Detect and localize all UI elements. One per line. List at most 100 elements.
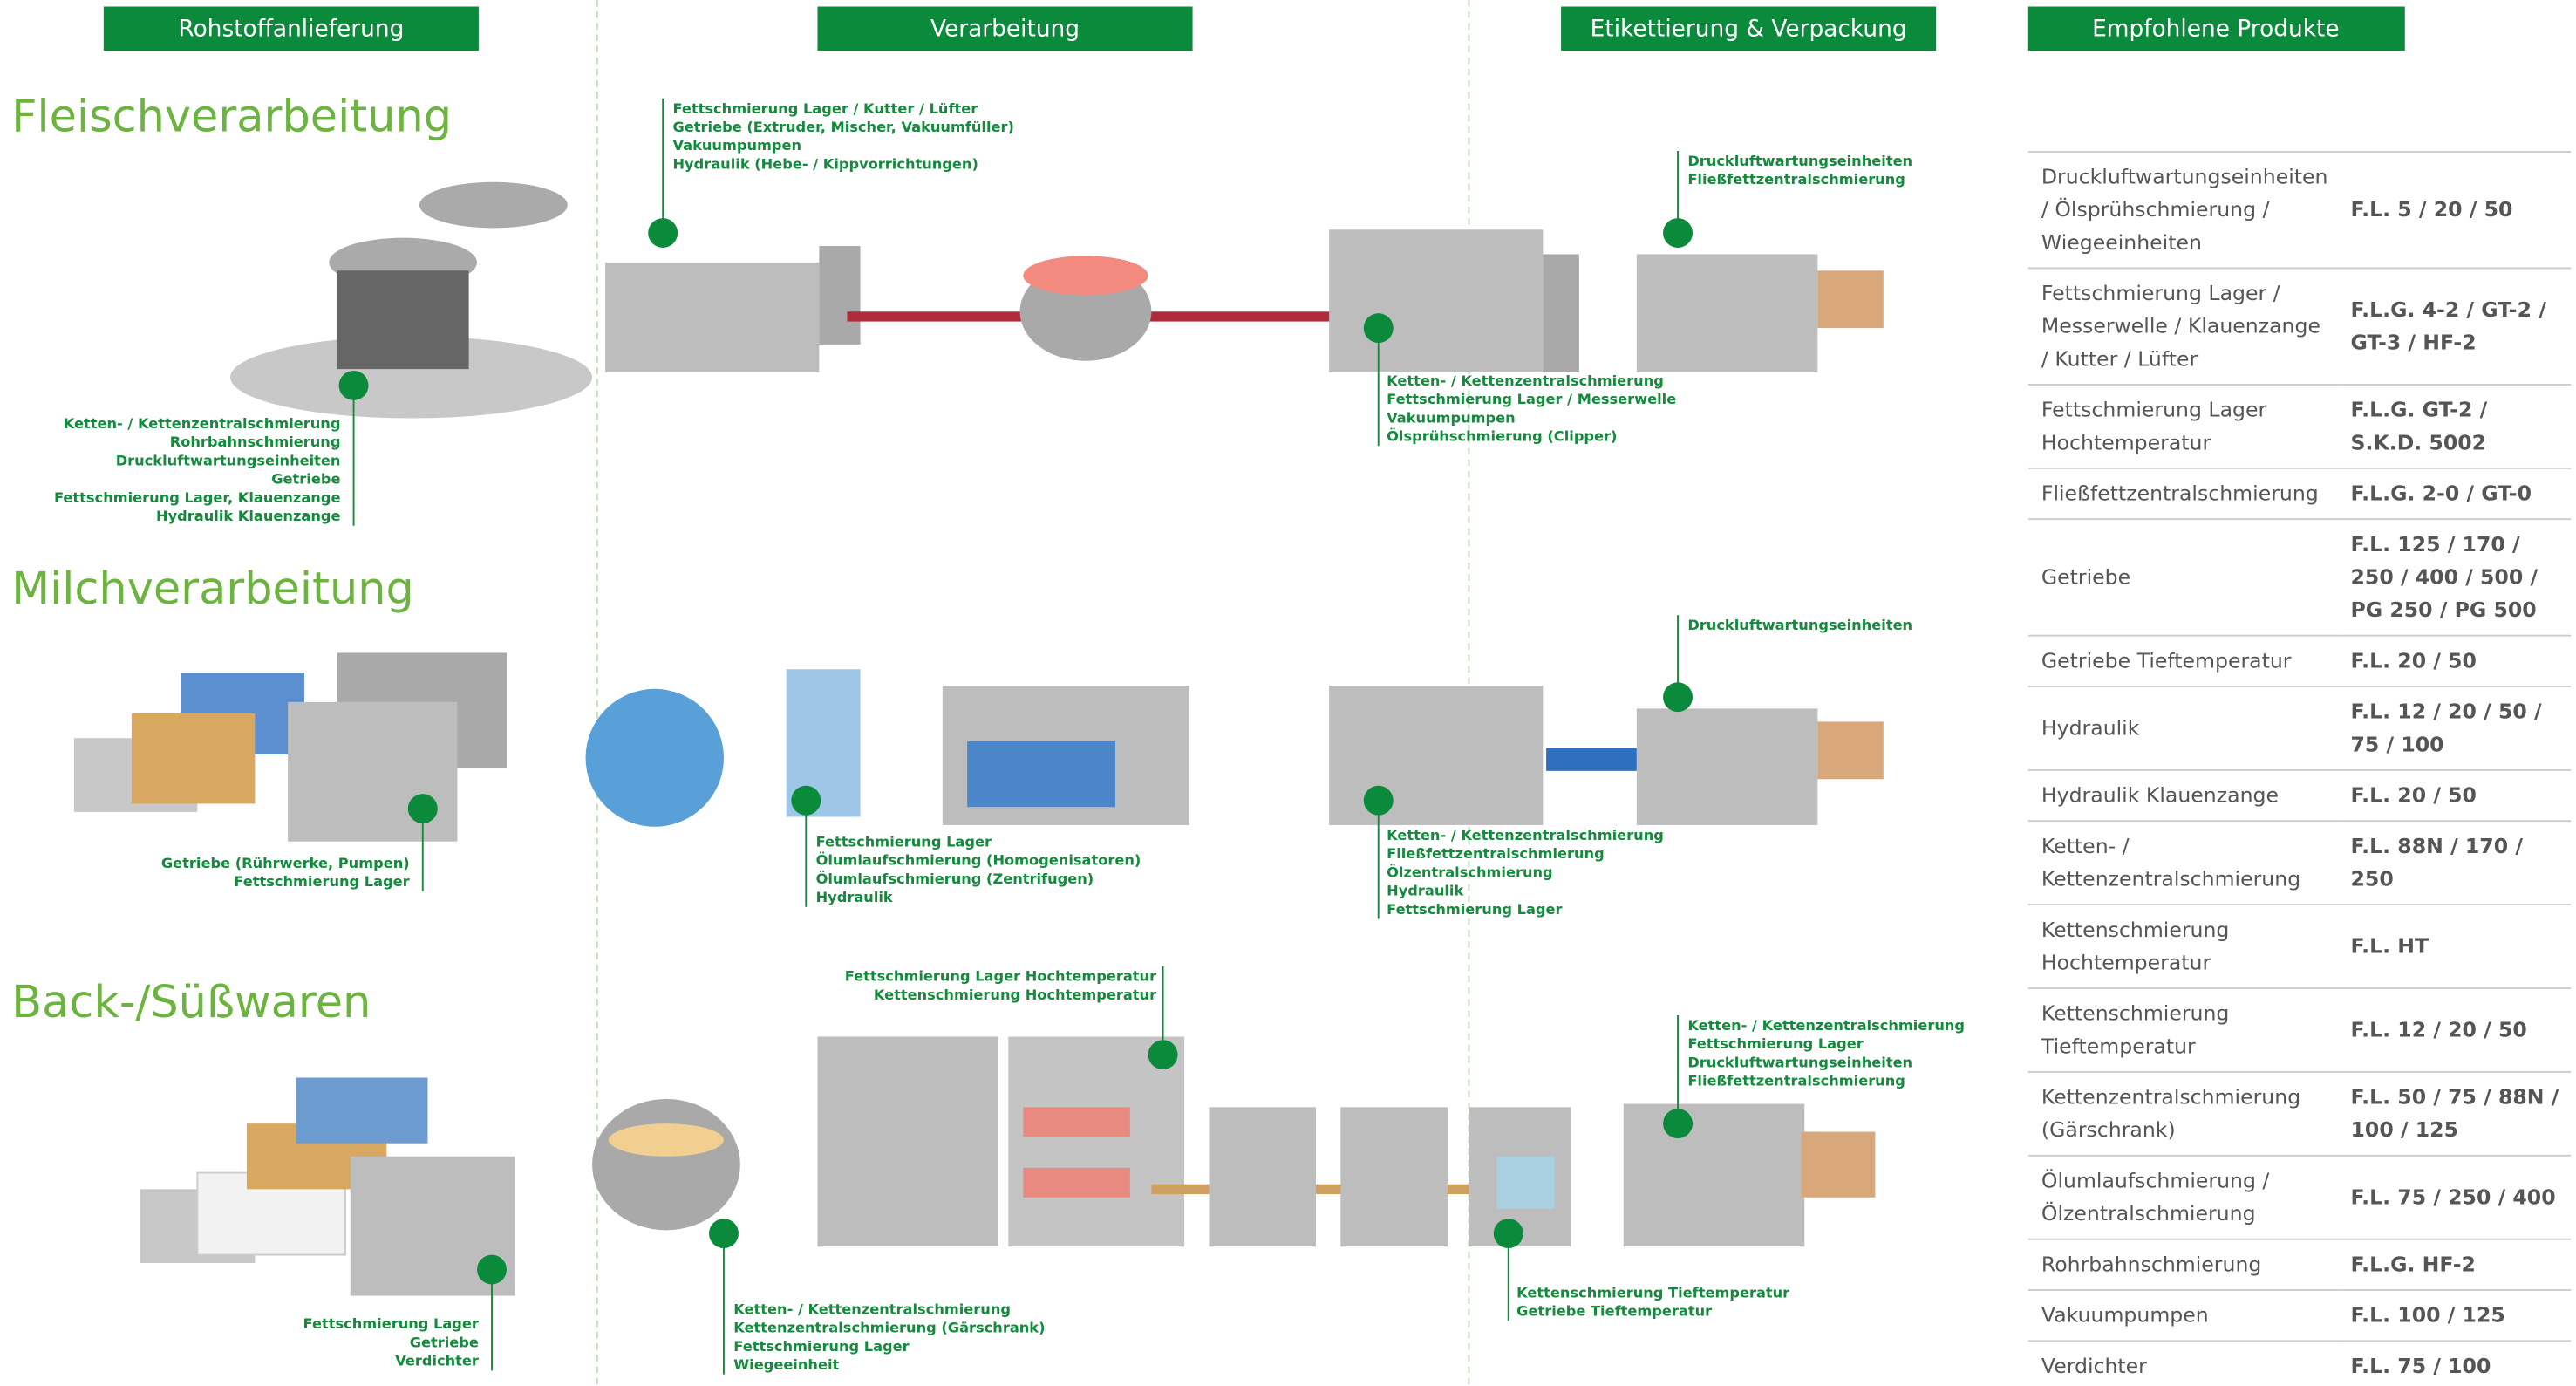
callout-text: Ketten- / Kettenzentralschmierung xyxy=(733,1301,1011,1317)
product-code: F.L. 5 / 20 / 50 xyxy=(2337,152,2571,269)
application: Druckluftwartungseinheiten / Ölsprühschm… xyxy=(2028,152,2338,269)
application: Getriebe Tieftemperatur xyxy=(2028,636,2338,686)
stage: RohstoffanlieferungVerarbeitungEtikettie… xyxy=(0,0,2576,1386)
callout-text: Ketten- / Kettenzentralschmierung xyxy=(1387,827,1664,843)
product-code: F.L. 75 / 100 xyxy=(2337,1341,2571,1386)
callout-dot xyxy=(791,786,821,816)
product-code: F.L. 12 / 20 / 50 / 75 / 100 xyxy=(2337,686,2571,770)
product-code: F.L. 20 / 50 xyxy=(2337,636,2571,686)
callout-text: Verdichter xyxy=(395,1353,479,1369)
application: Vakuumpumpen xyxy=(2028,1290,2338,1341)
callout-text: Fettschmierung Lager xyxy=(303,1315,479,1332)
application: Fließfettzentralschmierung xyxy=(2028,468,2338,519)
callout-text: Fettschmierung Lager xyxy=(234,873,409,890)
callout-text: Vakuumpumpen xyxy=(672,137,801,154)
callout-text: Kettenzentralschmierung (Gärschrank) xyxy=(733,1320,1045,1336)
callout-text: Fließfettzentralschmierung xyxy=(1687,171,1905,188)
callout-text: Vakuumpumpen xyxy=(1387,409,1516,426)
column-header: Rohstoffanlieferung xyxy=(178,16,404,42)
application: Ölumlaufschmierung / Ölzentralschmierung xyxy=(2028,1156,2338,1239)
product-code: F.L. 12 / 20 / 50 xyxy=(2337,988,2571,1072)
product-code: F.L. HT xyxy=(2337,905,2571,988)
callout-dot xyxy=(1663,682,1693,712)
application: Fettschmierung Lager Hochtemperatur xyxy=(2028,385,2338,468)
callout-dot xyxy=(1494,1219,1523,1248)
table-row: GetriebeF.L. 125 / 170 / 250 / 400 / 500… xyxy=(2028,519,2571,636)
callout-dot xyxy=(1148,1040,1178,1069)
callout-text: Druckluftwartungseinheiten xyxy=(1687,153,1912,169)
callout-text: Fettschmierung Lager Hochtemperatur xyxy=(845,968,1156,985)
section-title: Fleischverarbeitung xyxy=(11,91,452,142)
page: RohstoffanlieferungVerarbeitungEtikettie… xyxy=(0,0,2576,1386)
callout-text: Ölumlaufschmierung (Zentrifugen) xyxy=(816,871,1094,887)
callout-dot xyxy=(1663,1109,1693,1138)
product-table: Druckluftwartungseinheiten / Ölsprühschm… xyxy=(2028,151,2571,1386)
product-code: F.L. 75 / 250 / 400 xyxy=(2337,1156,2571,1239)
product-code: F.L.G. GT-2 / S.K.D. 5002 xyxy=(2337,385,2571,468)
callout-dot xyxy=(1364,313,1394,343)
application: Fettschmierung Lager / Messerwelle / Kla… xyxy=(2028,268,2338,385)
callout-text: Fließfettzentralschmierung xyxy=(1687,1073,1905,1089)
product-code: F.L. 50 / 75 / 88N / 100 / 125 xyxy=(2337,1072,2571,1156)
callout-dot xyxy=(339,371,369,400)
product-code: F.L.G. HF-2 xyxy=(2337,1239,2571,1290)
callout-text: Getriebe xyxy=(271,471,340,488)
callout-dot xyxy=(1364,786,1394,816)
column-header: Empfohlene Produkte xyxy=(2092,16,2340,42)
callout-text: Druckluftwartungseinheiten xyxy=(1687,617,1912,633)
callout-text: Fettschmierung Lager, Klauenzange xyxy=(54,489,340,506)
column-header: Etikettierung & Verpackung xyxy=(1591,16,1907,42)
application: Kettenschmierung Tieftemperatur xyxy=(2028,988,2338,1072)
table-row: FließfettzentralschmierungF.L.G. 2-0 / G… xyxy=(2028,468,2571,519)
product-code: F.L. 88N / 170 / 250 xyxy=(2337,821,2571,905)
callout-text: Getriebe (Extruder, Mischer, Vakuumfülle… xyxy=(672,119,1013,135)
callout-text: Rohrbahnschmierung xyxy=(170,434,341,450)
callout-text: Kettenschmierung Tieftemperatur xyxy=(1516,1284,1789,1301)
callout-text: Fließfettzentralschmierung xyxy=(1387,845,1605,862)
application: Getriebe xyxy=(2028,519,2338,636)
callout-text: Ketten- / Kettenzentralschmierung xyxy=(1387,372,1664,389)
callout-text: Fettschmierung Lager xyxy=(1687,1035,1863,1052)
callout-dot xyxy=(709,1219,739,1248)
callout-dot xyxy=(408,794,438,823)
callout-dot xyxy=(648,218,678,248)
product-code: F.L. 100 / 125 xyxy=(2337,1290,2571,1341)
callout-text: Fettschmierung Lager xyxy=(733,1338,909,1355)
section-title: Back-/Süßwaren xyxy=(11,976,371,1028)
callout-text: Getriebe Tieftemperatur xyxy=(1516,1303,1712,1320)
application: Rohrbahnschmierung xyxy=(2028,1239,2338,1290)
callout-text: Ölzentralschmierung xyxy=(1387,864,1552,880)
application: Kettenschmierung Hochtemperatur xyxy=(2028,905,2338,988)
application: Verdichter xyxy=(2028,1341,2338,1386)
table-row: Fettschmierung Lager / Messerwelle / Kla… xyxy=(2028,268,2571,385)
callout-text: Ölsprühschmierung (Clipper) xyxy=(1387,428,1617,445)
callout-text: Hydraulik xyxy=(1387,883,1464,899)
callout-text: Kettenschmierung Hochtemperatur xyxy=(874,987,1156,1003)
callout-text: Ketten- / Kettenzentralschmierung xyxy=(1687,1017,1965,1034)
callout-text: Fettschmierung Lager xyxy=(1387,901,1562,918)
product-code: F.L.G. 4-2 / GT-2 / GT-3 / HF-2 xyxy=(2337,268,2571,385)
application: Hydraulik Klauenzange xyxy=(2028,770,2338,821)
callout-text: Hydraulik (Hebe- / Kippvorrichtungen) xyxy=(672,156,978,173)
table-row: Kettenzentralschmierung (Gärschrank)F.L.… xyxy=(2028,1072,2571,1156)
product-code: F.L. 20 / 50 xyxy=(2337,770,2571,821)
application: Hydraulik xyxy=(2028,686,2338,770)
callout-dot xyxy=(477,1255,507,1285)
table-row: Ölumlaufschmierung / Ölzentralschmierung… xyxy=(2028,1156,2571,1239)
application: Ketten- / Kettenzentralschmierung xyxy=(2028,821,2338,905)
table-row: Druckluftwartungseinheiten / Ölsprühschm… xyxy=(2028,152,2571,269)
callout-text: Fettschmierung Lager / Kutter / Lüfter xyxy=(672,100,978,117)
application: Kettenzentralschmierung (Gärschrank) xyxy=(2028,1072,2338,1156)
callout-text: Getriebe (Rührwerke, Pumpen) xyxy=(161,855,410,871)
section-title: Milchverarbeitung xyxy=(11,563,414,614)
